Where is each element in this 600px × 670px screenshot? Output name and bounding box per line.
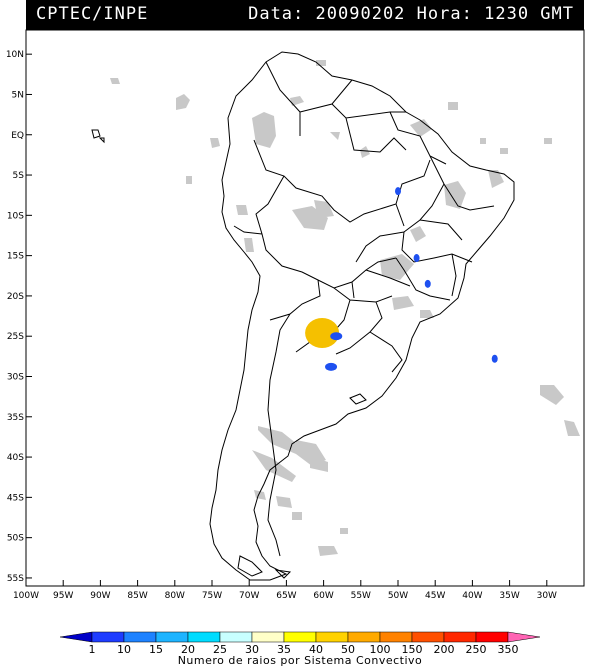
legend-swatch [475,631,509,643]
brazil-state-borders [355,111,495,297]
legend-swatch [347,631,381,643]
legend-swatch [219,631,253,643]
lat-tick-label: EQ [11,131,24,141]
lon-tick-label: 85W [127,591,147,601]
lat-tick-label: 5N [12,90,24,100]
lat-tick-label: 15S [7,252,24,262]
cloud-cover [110,60,580,556]
coastline [91,51,515,581]
lon-tick-label: 75W [202,591,222,601]
legend-swatch [379,631,413,643]
convective-system-7 [491,354,498,363]
legend-tick-label: 150 [402,643,423,654]
lon-tick-label: 70W [239,591,259,601]
lat-tick-label: 10S [7,211,24,221]
map-header: CPTEC/INPE Data: 20090202 Hora: 1230 GMT [26,0,584,30]
convective-system-1 [305,317,340,348]
date-value: 20090202 [315,4,406,24]
latitude-axis: 10N 5N EQ 5S 10S 15S 20S 25S 30S 35S 40S 45S 50S 55S [6,50,32,584]
time-label: Hora: [416,4,473,24]
convective-system-6 [424,279,431,288]
legend-swatch [187,631,221,643]
legend-tick-label: 350 [498,643,519,654]
lat-tick-label: 40S [7,453,24,463]
datetime-label: Data: 20090202 Hora: 1230 GMT [248,4,574,24]
source-label: CPTEC/INPE [36,4,149,24]
lon-tick-label: 95W [53,591,73,601]
legend-swatch [123,631,157,643]
lat-tick-label: 55S [7,574,24,584]
lat-tick-label: 45S [7,493,24,503]
legend-labels: 1 10 15 20 25 30 35 40 50 100 150 200 250 350 [89,643,519,654]
legend-swatch [411,631,445,643]
convective-systems [305,187,498,371]
date-label: Data: [248,4,305,24]
lon-tick-label: 100W [13,591,39,601]
lat-tick-label: 20S [7,292,24,302]
legend-color-bar [59,631,541,643]
lon-tick-label: 60W [313,591,333,601]
convective-system-5 [413,254,420,263]
legend-tick-label: 250 [466,643,487,654]
legend-tick-label: 1 [89,643,96,654]
lon-tick-label: 80W [165,591,185,601]
lon-tick-label: 45W [425,591,445,601]
legend-tick-label: 40 [309,643,323,654]
lon-tick-label: 90W [90,591,110,601]
legend-tick-label: 35 [277,643,291,654]
lon-tick-label: 40W [462,591,482,601]
lat-tick-label: 35S [7,413,24,423]
legend-swatch [315,631,349,643]
legend-tick-label: 25 [213,643,227,654]
lon-tick-label: 65W [276,591,296,601]
legend-tick-label: 50 [341,643,355,654]
legend-swatch [443,631,477,643]
lat-tick-label: 25S [7,332,24,342]
legend: 1 10 15 20 25 30 35 40 50 100 150 200 250 350 [59,631,541,654]
lon-tick-label: 30W [537,591,557,601]
map-frame [25,29,585,587]
lat-tick-label: 10N [6,50,24,60]
lat-tick-label: 5S [13,171,25,181]
convective-system-2 [330,332,343,341]
legend-tick-label: 15 [149,643,163,654]
legend-swatch [91,631,125,643]
legend-tick-label: 10 [117,643,131,654]
legend-tick-label: 100 [370,643,391,654]
legend-swatch [507,631,541,643]
legend-tick-label: 30 [245,643,259,654]
lat-tick-label: 50S [7,534,24,544]
legend-swatch [251,631,285,643]
map-canvas: 100W 95W 90W 85W 80W 75W 70W 65W 60W 55W 50W 45W 40W… [6,29,585,601]
legend-tick-label: 20 [181,643,195,654]
legend-tick-label: 200 [434,643,455,654]
convective-system-3 [325,362,338,371]
legend-caption: Numero de raios por Sistema Convectivo [177,654,423,667]
lon-tick-label: 50W [388,591,408,601]
islands [91,129,367,579]
legend-swatch [59,631,93,643]
south-america-coastline [209,51,515,581]
lat-tick-label: 30S [7,372,24,382]
longitude-axis: 100W 95W 90W 85W 80W 75W 70W 65W 60W 55W 50W 45W 40W… [13,580,557,601]
lon-tick-label: 35W [499,591,519,601]
lon-tick-label: 55W [351,591,371,601]
time-value: 1230 GMT [484,4,574,24]
legend-swatch [155,631,189,643]
legend-swatch [283,631,317,643]
convective-system-4 [395,187,401,196]
country-borders [233,61,451,557]
